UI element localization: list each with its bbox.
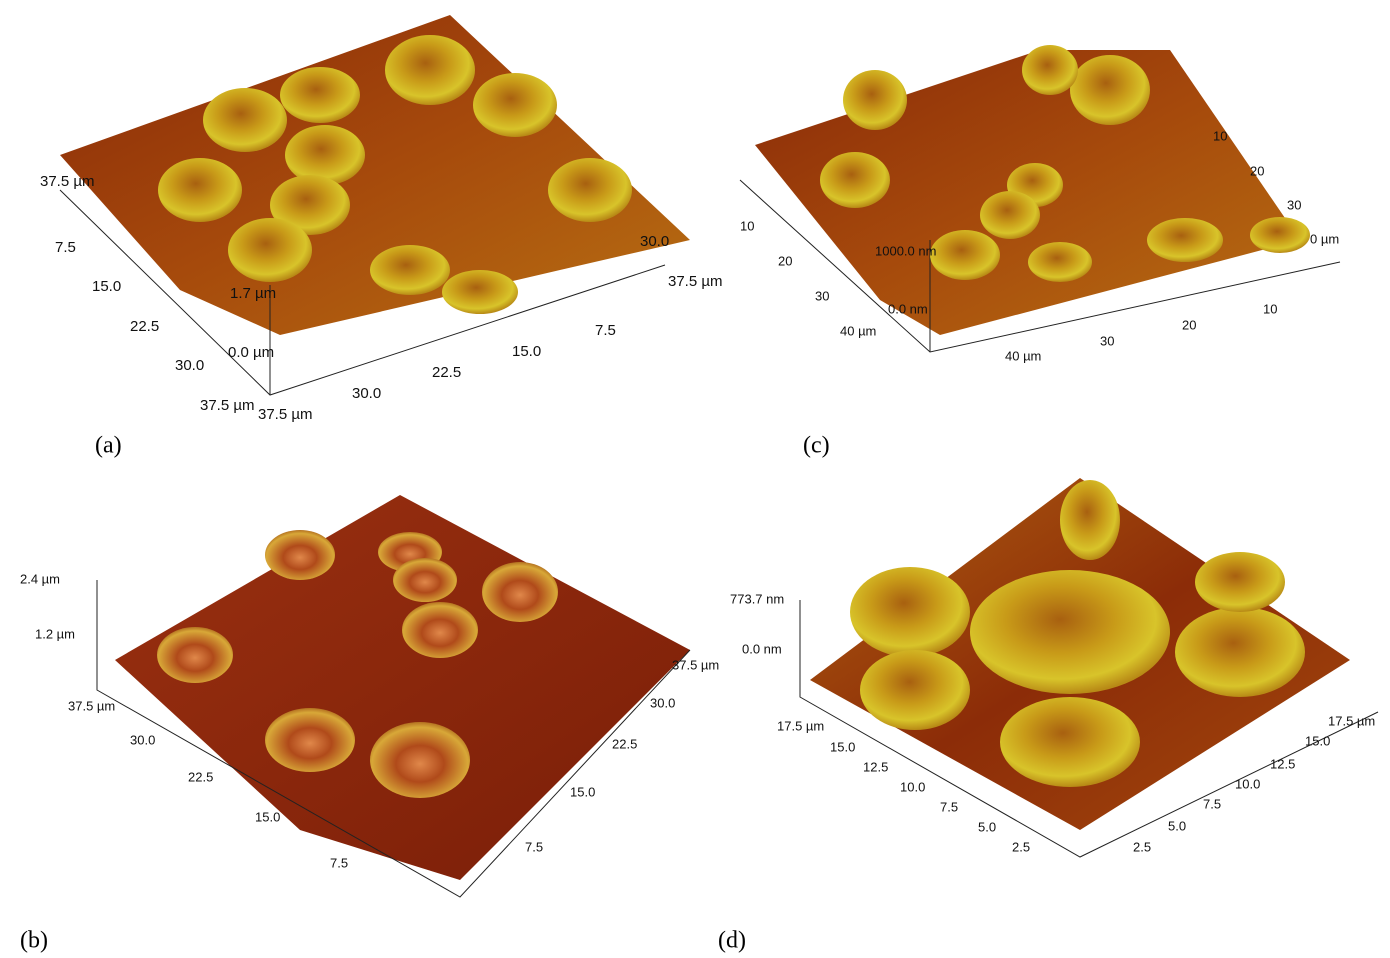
- axis-label: 5.0: [1168, 818, 1186, 833]
- axis-label: 37.5 µm: [668, 273, 723, 290]
- axis-label: 40 µm: [1005, 348, 1041, 363]
- cell: [1195, 552, 1285, 612]
- panel-label: (c): [803, 433, 830, 459]
- axis-label: 2.5: [1012, 839, 1030, 854]
- axis-label: 15.0: [570, 784, 595, 799]
- cell: [370, 722, 470, 798]
- axis-label: 30.0: [175, 357, 204, 374]
- cell: [850, 567, 970, 657]
- cell: [1028, 242, 1092, 282]
- axis-label: 2.5: [1133, 839, 1151, 854]
- axis-label: 15.0: [92, 278, 121, 295]
- cell: [265, 708, 355, 772]
- cell: [1060, 480, 1120, 560]
- axis-label: 0 µm: [1310, 231, 1339, 246]
- axis-label: 7.5: [940, 799, 958, 814]
- cell: [203, 88, 287, 152]
- axis-label: 22.5: [612, 736, 637, 751]
- axis-label: 1.7 µm: [230, 285, 276, 302]
- cell: [1000, 697, 1140, 787]
- axis-label: 7.5: [330, 855, 348, 870]
- cell: [548, 158, 632, 222]
- cell: [370, 245, 450, 295]
- axis-label: 22.5: [130, 318, 159, 335]
- axis-label: 30: [1100, 333, 1114, 348]
- axis-label: 10.0: [900, 779, 925, 794]
- axis-label: 20: [778, 253, 792, 268]
- axis-label: 10: [1213, 128, 1227, 143]
- axis-label: 12.5: [1270, 756, 1295, 771]
- panel-label: (a): [95, 433, 122, 459]
- cell: [482, 562, 558, 622]
- cell: [1022, 45, 1078, 95]
- cell: [930, 230, 1000, 280]
- axis-label: 10.0: [1235, 776, 1260, 791]
- cell: [280, 67, 360, 123]
- axis-label: 15.0: [1305, 733, 1330, 748]
- cell: [1070, 55, 1150, 125]
- axis-label: 22.5: [188, 769, 213, 784]
- axis-label: 17.5 µm: [1328, 713, 1375, 728]
- axis-label: 37.5 µm: [68, 698, 115, 713]
- cell: [1175, 607, 1305, 697]
- cell: [1147, 218, 1223, 262]
- cell: [285, 125, 365, 185]
- axis-label: 15.0: [512, 343, 541, 360]
- axis-label: 15.0: [830, 739, 855, 754]
- cell: [1250, 217, 1310, 253]
- axis-label: 15.0: [255, 809, 280, 824]
- cell: [265, 530, 335, 580]
- axis-label: 37.5 µm: [258, 406, 313, 423]
- panel-label: (d): [718, 928, 746, 954]
- cell: [970, 570, 1170, 694]
- axis-label: 5.0: [978, 819, 996, 834]
- axis-label: 7.5: [595, 322, 616, 339]
- axis-label: 0.0 µm: [228, 344, 274, 361]
- axis-label: 2.4 µm: [20, 571, 60, 586]
- axis-label: 0.0 nm: [888, 301, 928, 316]
- cell: [393, 558, 457, 602]
- axis-label: 30.0: [352, 385, 381, 402]
- axis-label: 37.5 µm: [40, 173, 95, 190]
- axis-label: 30.0: [130, 732, 155, 747]
- axis-label: 0.0 nm: [742, 641, 782, 656]
- cell: [843, 70, 907, 130]
- axis-label: 20: [1250, 163, 1264, 178]
- axis-label: 7.5: [525, 839, 543, 854]
- axis-label: 30: [1287, 197, 1301, 212]
- cell: [385, 35, 475, 105]
- axis-label: 1000.0 nm: [875, 243, 936, 258]
- figure: 37.5 µm 7.5 15.0 22.5 30.0 37.5 µm 1.7 µm 0.0 µ…: [0, 0, 1390, 958]
- axis-label: 10: [1263, 301, 1277, 316]
- axis-label: 30: [815, 288, 829, 303]
- cell: [442, 270, 518, 314]
- cell: [473, 73, 557, 137]
- cell: [402, 602, 478, 658]
- axis-label: 10: [740, 218, 754, 233]
- axis-label: 7.5: [1203, 796, 1221, 811]
- cell: [157, 627, 233, 683]
- panel-label: (b): [20, 928, 48, 954]
- cell: [158, 158, 242, 222]
- cell: [980, 191, 1040, 239]
- axis-label: 7.5: [55, 239, 76, 256]
- cell: [820, 152, 890, 208]
- cell: [860, 650, 970, 730]
- axis-label: 30.0: [640, 233, 669, 250]
- axis-label: 12.5: [863, 759, 888, 774]
- axis-label: 40 µm: [840, 323, 876, 338]
- axis-label: 17.5 µm: [777, 718, 824, 733]
- axis-label: 773.7 nm: [730, 591, 784, 606]
- axis-label: 20: [1182, 317, 1196, 332]
- axis-label: 1.2 µm: [35, 626, 75, 641]
- axis-label: 30.0: [650, 695, 675, 710]
- drawing: [60, 15, 1378, 897]
- axis-label: 37.5 µm: [200, 397, 255, 414]
- axis-label: 37.5 µm: [672, 657, 719, 672]
- cell: [228, 218, 312, 282]
- axis-label: 22.5: [432, 364, 461, 381]
